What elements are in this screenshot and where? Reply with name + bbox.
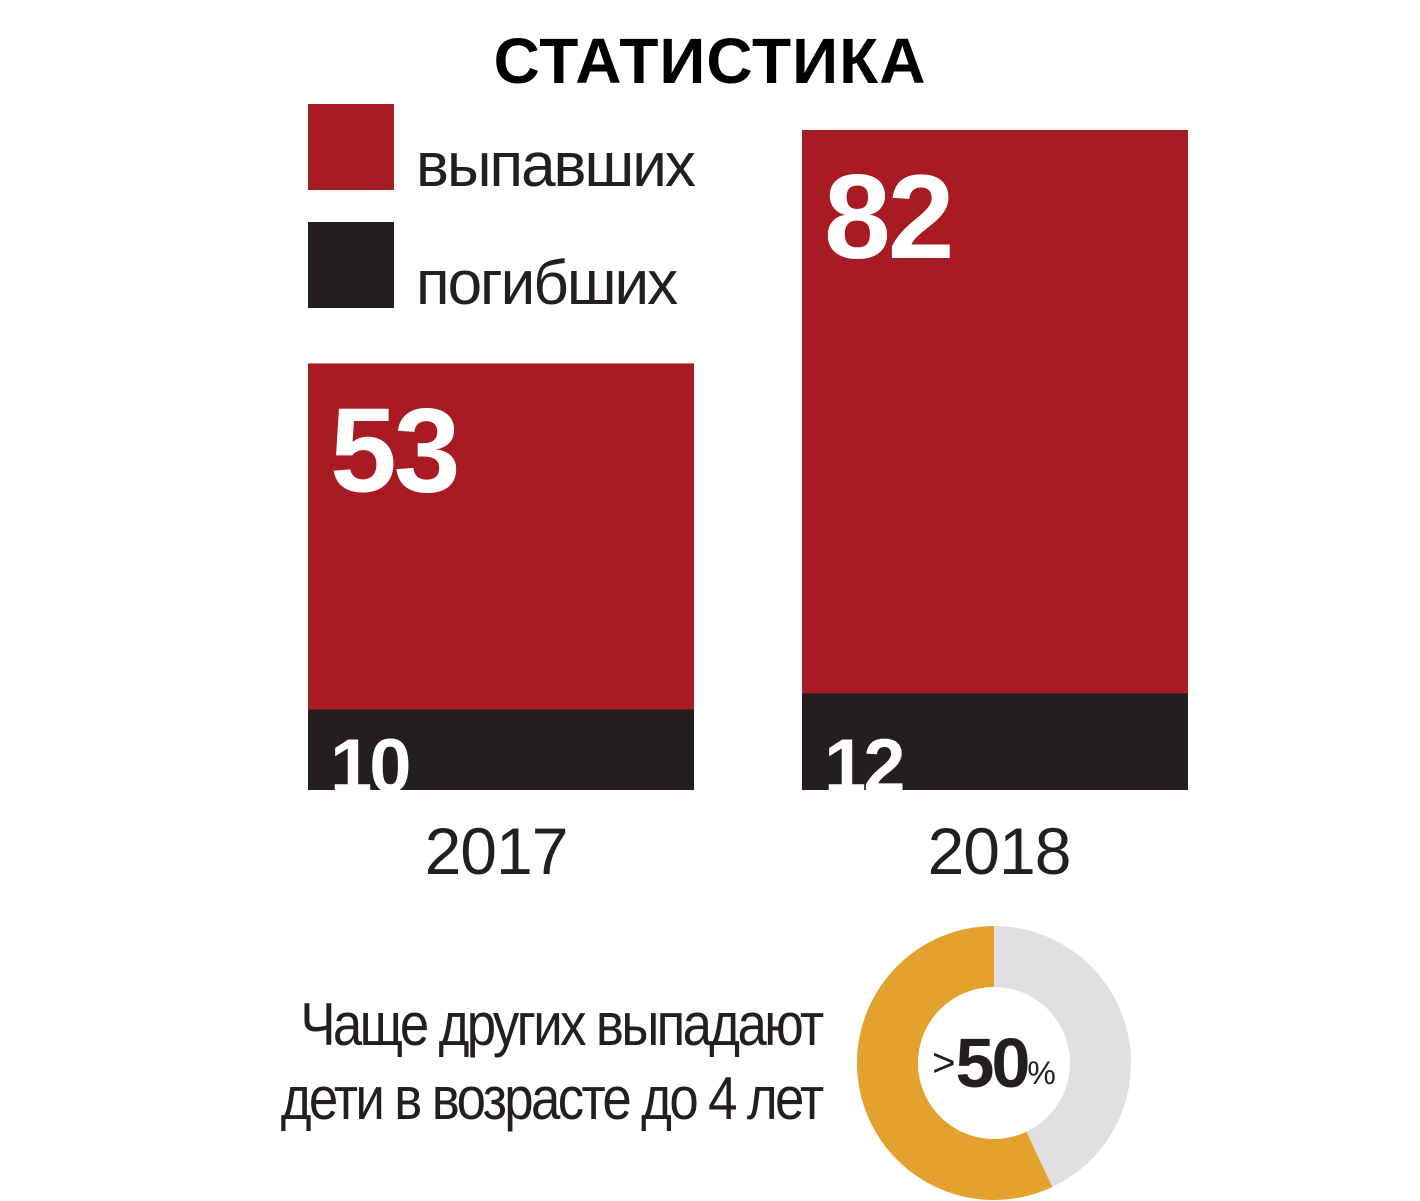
year-label-2017: 2017 bbox=[425, 814, 568, 888]
value-label-fallen-2018: 82 bbox=[824, 150, 951, 284]
caption-line-2: дети в возрасте до 4 лет bbox=[281, 1065, 824, 1132]
legend-label-fallen: выпавших bbox=[416, 131, 696, 200]
donut-label: > 50 % bbox=[856, 925, 1132, 1201]
legend-swatch-fallen bbox=[308, 104, 394, 190]
legend-label-dead: погибших bbox=[416, 249, 678, 318]
bar-dead-2018 bbox=[802, 693, 1188, 790]
donut-prefix: > bbox=[932, 1040, 956, 1085]
value-label-fallen-2017: 53 bbox=[330, 383, 457, 517]
value-label-dead-2018: 12 bbox=[824, 724, 903, 809]
value-label-dead-2017: 10 bbox=[330, 724, 409, 809]
chart-title: СТАТИСТИКА bbox=[493, 25, 927, 97]
donut-value-segment bbox=[856, 926, 1053, 1200]
bar-fallen-2018 bbox=[802, 130, 1188, 790]
year-label-2018: 2018 bbox=[928, 814, 1071, 888]
caption: Чаще других выпадают дети в возрасте до … bbox=[281, 988, 825, 1136]
caption-line-1: Чаще других выпадают bbox=[300, 991, 825, 1058]
legend-swatch-dead bbox=[308, 222, 394, 308]
donut-rest-segment bbox=[994, 926, 1131, 1187]
donut-unit: % bbox=[1027, 1054, 1056, 1091]
donut-value: 50 bbox=[955, 1024, 1031, 1102]
bar-dead-2017 bbox=[308, 709, 694, 790]
donut-chart bbox=[856, 926, 1131, 1200]
